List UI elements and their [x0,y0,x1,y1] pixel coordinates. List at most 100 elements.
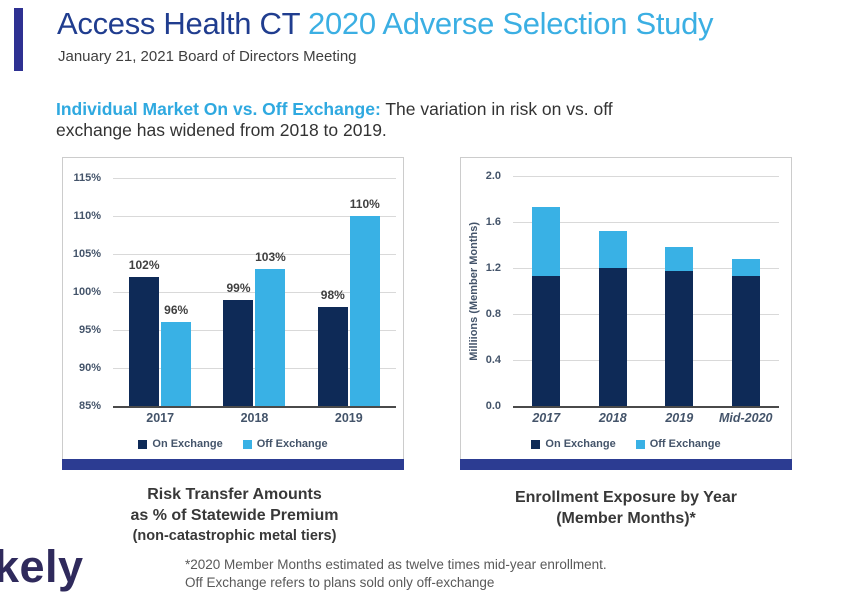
bar-pair-2019: 98% 110% [317,178,380,406]
bar-off-exchange-2019 [665,247,694,272]
y-tick-label: 1.6 [485,216,501,228]
bar-on-exchange-2017 [129,276,160,406]
gridline [513,176,779,177]
bar-pair-2017: 102% 96% [128,178,192,406]
legend-item-off-exchange: Off Exchange [635,438,721,450]
bar-group-2017: 102% 96% [113,178,207,406]
risk-transfer-card-bottom-bar [62,459,404,470]
bar-data-label-off-exchange-2018: 103% [255,250,286,265]
risk-transfer-legend: On Exchange Off Exchange [63,438,403,450]
bar-data-label-on-exchange-2017: 102% [128,257,160,272]
x-tick-label-2019: 2019 [334,411,363,425]
plot-inner [513,176,779,406]
plot-inner: 102% 96% 99% 103% 98% 110% [113,178,396,406]
legend-label-on-exchange: On Exchange [152,438,223,450]
enrollment-card-bottom-bar [460,459,792,470]
y-tick-label: 1.2 [485,262,501,274]
x-tick-label-2019: 2019 [665,411,694,425]
section-heading-rest-line1: The variation in risk on vs. off [380,99,613,119]
bar-data-label-on-exchange-2019: 98% [320,288,345,303]
risk-transfer-chart-card: 115% 110% 105% 100% 95% 90% 85% 102% 96% 99% 103%… [62,157,404,460]
y-tick-label: 110% [73,209,101,222]
legend-swatch-off-exchange [242,439,252,449]
legend-label-off-exchange: Off Exchange [649,438,721,450]
bar-wrap-off-exchange-2018: 103% [255,178,286,406]
bar-on-exchange-2019 [317,307,348,406]
bar-off-exchange-2018 [598,231,627,268]
y-tick-label: 115% [73,172,101,184]
section-heading-highlight: Individual Market On vs. Off Exchange: [56,99,381,119]
bar-group-2018 [580,176,647,406]
x-tick-label-2018: 2018 [240,411,269,425]
gridline [513,268,779,269]
risk-transfer-x-axis: 2017 2018 2019 [113,411,396,429]
gridline [513,222,779,223]
gridline [113,253,396,255]
gridline [113,368,396,369]
enrollment-caption: Enrollment Exposure by Year (Member Mont… [460,488,792,530]
bar-off-exchange-2017 [161,322,192,406]
wakely-logo: kely [0,541,84,592]
y-tick-label: 95% [78,323,101,336]
bar-wrap-on-exchange-2018: 99% [223,178,254,406]
enrollment-chart-card: Milliions (Member Months) 2.0 1.6 1.2 0.8 0.… [460,157,792,460]
x-tick-label-2017: 2017 [532,411,561,425]
bar-off-exchange-2018 [255,269,286,406]
bar-group-2018: 99% 103% [207,178,301,406]
x-tick-label-2018: 2018 [598,411,627,425]
bar-off-exchange-2017 [532,207,561,277]
bar-stack-2017 [532,176,561,406]
risk-transfer-caption: Risk Transfer Amounts as % of Statewide … [62,485,407,545]
legend-label-off-exchange: Off Exchange [256,438,328,450]
bar-data-label-on-exchange-2018: 99% [226,280,251,295]
y-tick-label: 0.4 [485,354,501,366]
bar-wrap-off-exchange-2017: 96% [161,178,192,406]
bar-on-exchange-2018 [598,268,627,406]
page-title-secondary: 2020 Adverse Selection Study [299,6,714,41]
y-tick-label: 0.0 [485,400,501,412]
risk-transfer-caption-line2: as % of Statewide Premium [130,506,339,524]
bar-group-2019 [646,176,713,406]
y-tick-label: 90% [78,362,101,374]
bar-stack-2019 [665,176,694,406]
bar-on-exchange-mid-2020 [731,276,760,406]
legend-swatch-on-exchange [531,439,541,449]
page-title: Access Health CT 2020 Adverse Selection … [57,6,714,42]
enrollment-y-axis: 2.0 1.6 1.2 0.8 0.4 0.0 [481,170,507,412]
legend-item-on-exchange: On Exchange [531,438,616,450]
bar-on-exchange-2018 [223,299,254,406]
legend-swatch-off-exchange [635,439,645,449]
title-accent-bar [14,8,23,71]
bar-group-2017 [513,176,580,406]
y-tick-label: 0.8 [485,308,501,320]
footnote-line1: *2020 Member Months estimated as twelve … [185,557,607,572]
y-tick-label: 85% [78,400,101,412]
gridline [513,360,779,361]
footnote: *2020 Member Months estimated as twelve … [185,556,607,592]
bar-stack-2018 [598,176,627,406]
legend-item-on-exchange: On Exchange [138,438,223,450]
bar-pair-2018: 99% 103% [223,178,286,406]
gridline [113,178,396,179]
enrollment-caption-line1: Enrollment Exposure by Year [514,489,737,506]
section-heading: Individual Market On vs. Off Exchange: T… [56,99,756,142]
section-heading-line2: exchange has widened from 2018 to 2019. [56,120,387,141]
bar-group-2019: 98% 110% [302,178,396,406]
enrollment-legend: On Exchange Off Exchange [461,438,791,450]
legend-item-off-exchange: Off Exchange [242,438,328,450]
bar-data-label-off-exchange-2019: 110% [349,197,380,211]
gridline [113,329,396,331]
bar-wrap-off-exchange-2019: 110% [350,178,380,406]
x-tick-label-2017: 2017 [146,411,175,425]
bar-on-exchange-2019 [665,271,694,406]
enrollment-caption-line2: (Member Months)* [556,509,696,527]
y-tick-label: 105% [72,247,101,260]
bar-data-label-off-exchange-2017: 96% [164,303,189,318]
bar-off-exchange-mid-2020 [731,258,760,277]
gridline [113,215,396,217]
risk-transfer-plot-area: 102% 96% 99% 103% 98% 110% [113,178,396,408]
meeting-subtitle: January 21, 2021 Board of Directors Meet… [58,48,357,65]
enrollment-y-axis-title: Milliions (Member Months) [468,221,480,361]
legend-label-on-exchange: On Exchange [545,438,616,450]
bar-stack-mid-2020 [731,176,760,406]
